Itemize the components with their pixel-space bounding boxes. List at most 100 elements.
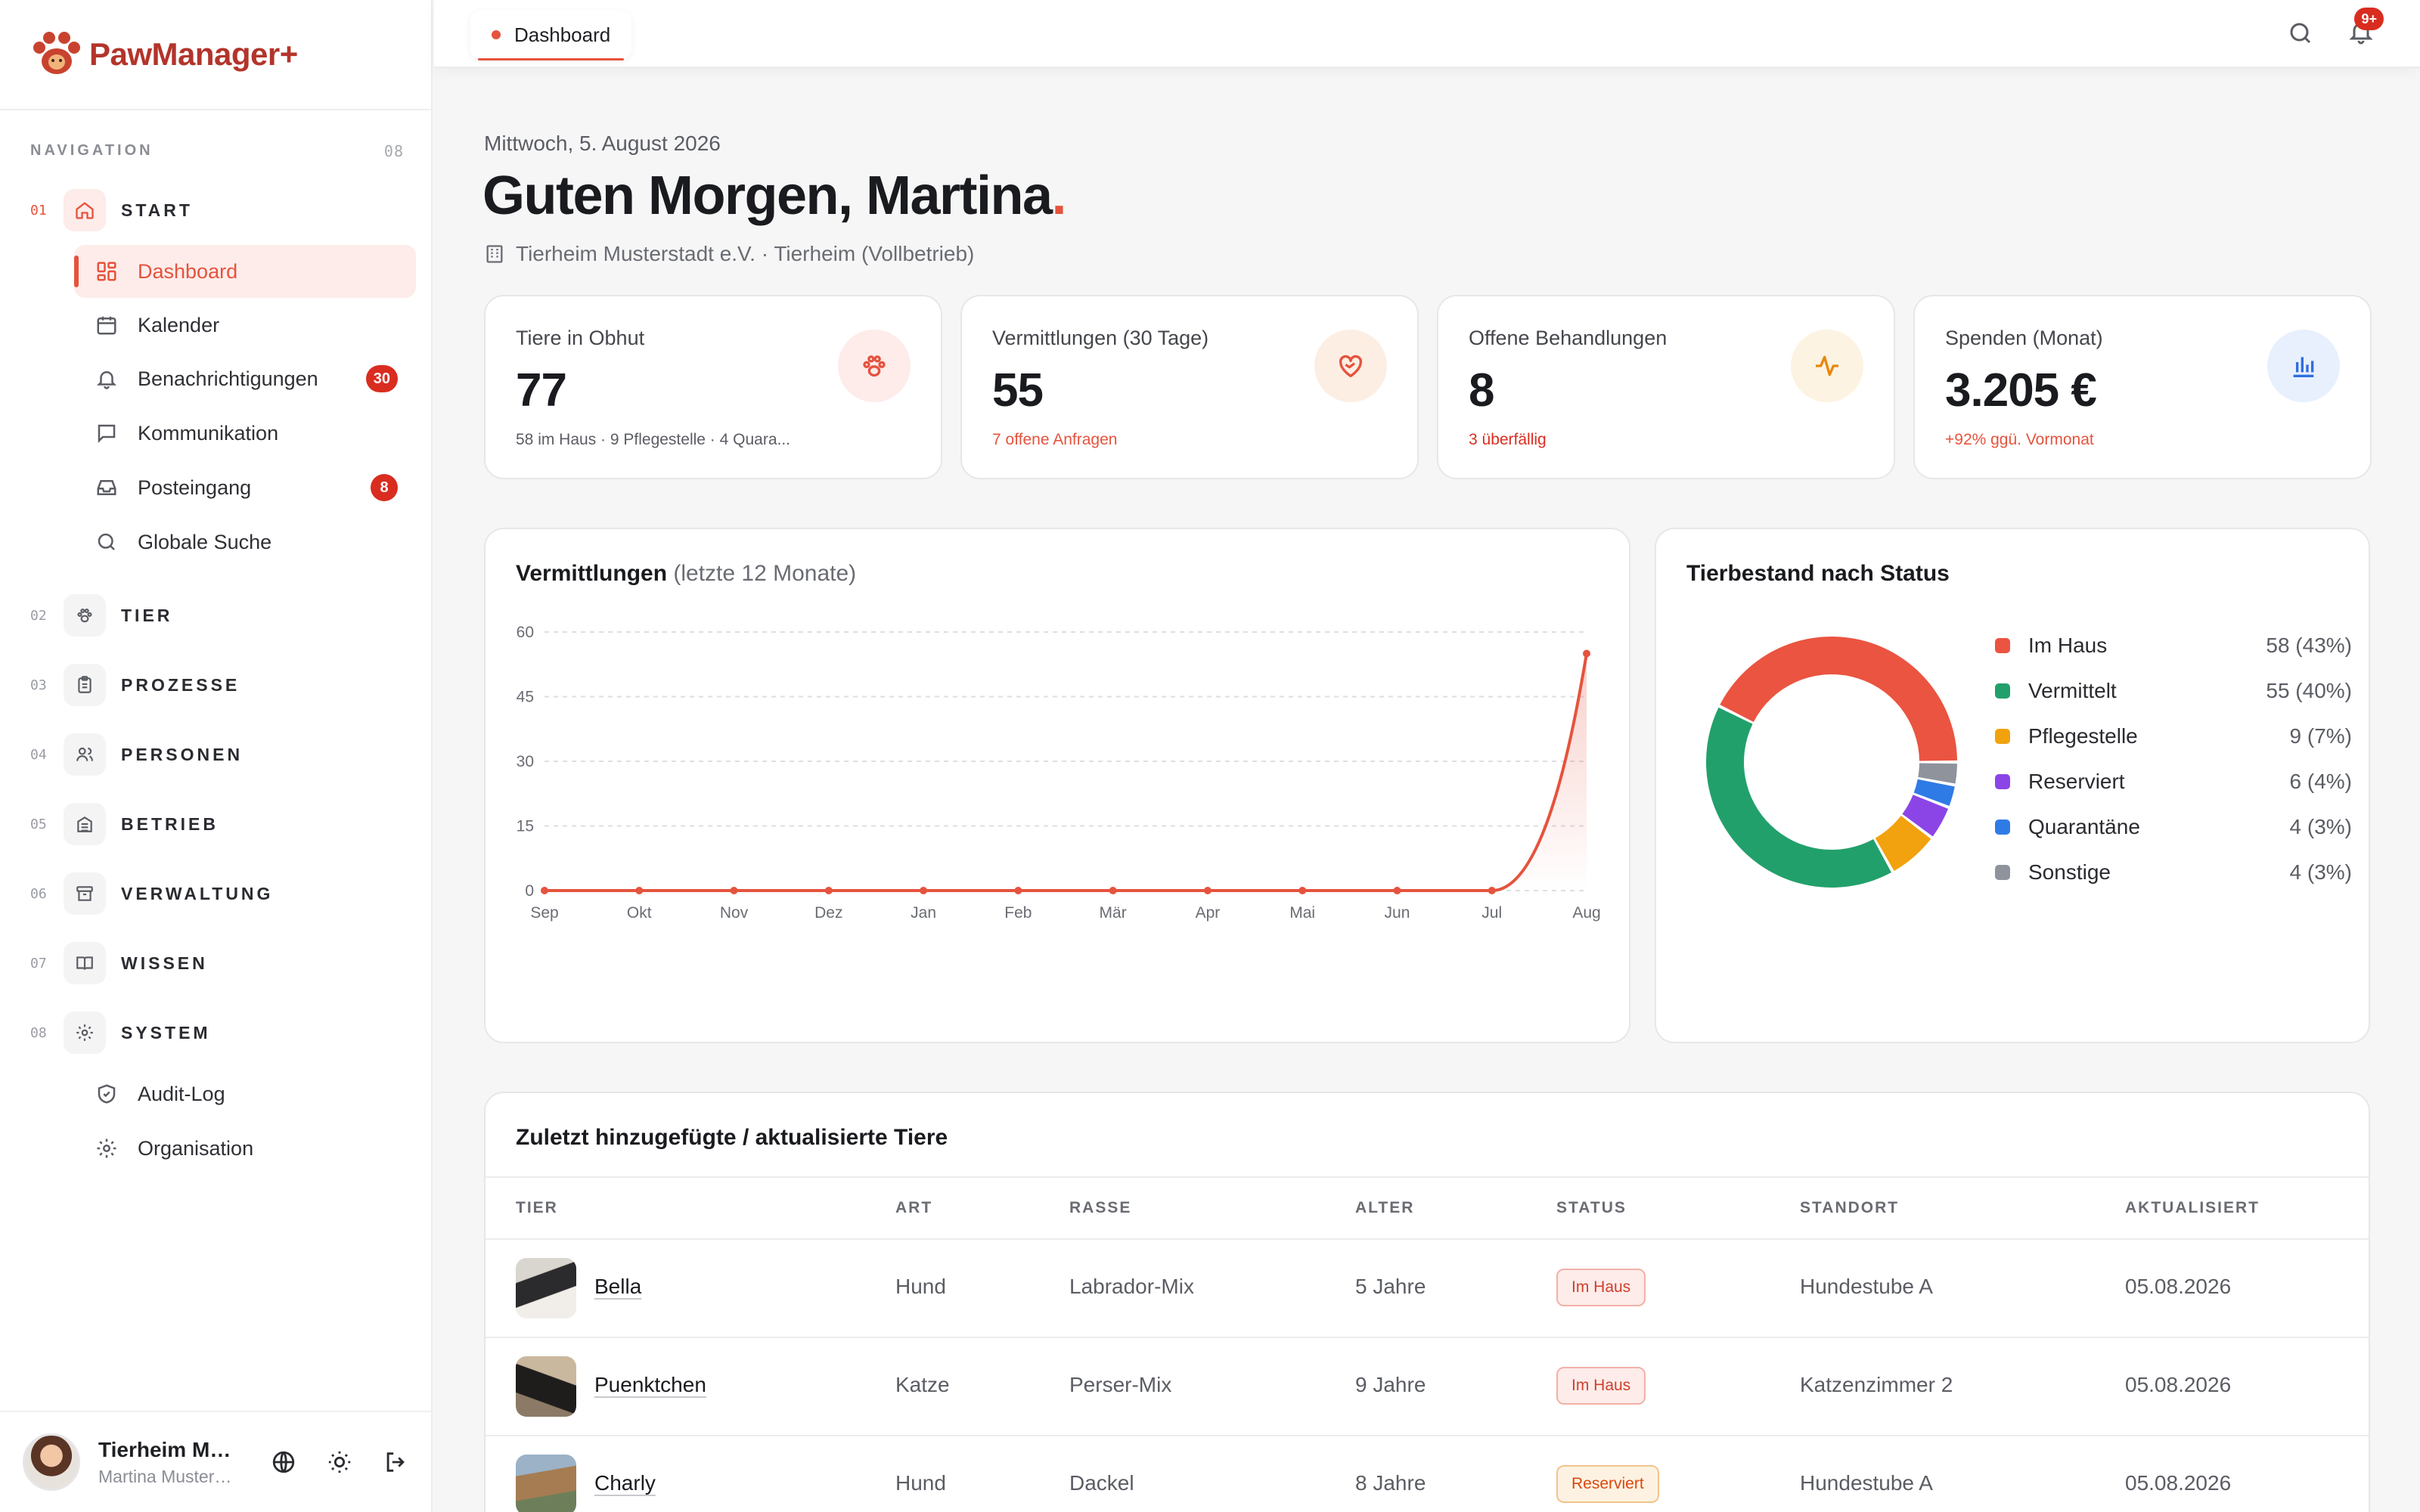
sidebar-item-kalender[interactable]: Kalender xyxy=(74,299,416,352)
notification-badge: 9+ xyxy=(2354,8,2384,30)
nav-section-system[interactable]: 08 SYSTEM xyxy=(30,1010,211,1055)
cell-standort: Hundestube A xyxy=(1800,1275,1933,1298)
book-icon xyxy=(64,942,106,984)
sidebar-item-kommunikation[interactable]: Kommunikation xyxy=(74,407,416,460)
search-icon[interactable] xyxy=(2287,20,2314,47)
legend-item[interactable]: Reserviert 6 (4%) xyxy=(1995,759,2352,804)
home-icon xyxy=(64,189,106,231)
column-header[interactable]: TIER xyxy=(516,1199,558,1216)
status-badge: Im Haus xyxy=(1556,1269,1646,1306)
x-tick-label: Aug xyxy=(1572,904,1600,922)
globe-icon[interactable] xyxy=(271,1449,296,1475)
section-label: WISSEN xyxy=(121,953,208,973)
cell-rasse: Dackel xyxy=(1069,1471,1134,1495)
kpi-subtext: +92% ggü. Vormonat xyxy=(1945,431,2094,448)
kpi-value: 55 xyxy=(992,364,1044,417)
legend-swatch xyxy=(1995,774,2010,789)
donut-slice xyxy=(1913,779,1955,807)
column-header[interactable]: ALTER xyxy=(1355,1199,1415,1216)
section-number: 02 xyxy=(30,607,47,624)
brand[interactable]: PawManager+ xyxy=(0,0,431,110)
legend-item[interactable]: Sonstige 4 (3%) xyxy=(1995,850,2352,895)
legend-item[interactable]: Im Haus 58 (43%) xyxy=(1995,623,2352,668)
activity-icon xyxy=(1791,330,1863,402)
nav-section-tier[interactable]: 02 TIER xyxy=(30,593,172,638)
cell-alter: 5 Jahre xyxy=(1355,1275,1426,1298)
status-chart-card: Tierbestand nach Status Im Haus 58 (43%) … xyxy=(1655,528,2370,1043)
kpi-spenden[interactable]: Spenden (Monat) 3.205 € +92% ggü. Vormon… xyxy=(1913,295,2372,479)
nav-section-personen[interactable]: 04 PERSONEN xyxy=(30,732,243,777)
legend-value: 6 (4%) xyxy=(2289,770,2352,793)
legend-label: Vermittelt xyxy=(2028,679,2117,702)
inbox-count-badge: 8 xyxy=(371,474,398,501)
x-tick-label: Sep xyxy=(530,904,558,922)
legend-item[interactable]: Pflegestelle 9 (7%) xyxy=(1995,714,2352,759)
column-header[interactable]: RASSE xyxy=(1069,1199,1132,1216)
legend-item[interactable]: Quarantäne 4 (3%) xyxy=(1995,804,2352,850)
logout-icon[interactable] xyxy=(383,1449,408,1475)
sidebar-item-globale-suche[interactable]: Globale Suche xyxy=(74,516,416,569)
current-date: Mittwoch, 5. August 2026 xyxy=(484,132,721,155)
kpi-subtext: 7 offene Anfragen xyxy=(992,431,1118,448)
section-label: TIER xyxy=(121,605,173,625)
kpi-offene-behandlungen[interactable]: Offene Behandlungen 8 3 überfällig xyxy=(1437,295,1895,479)
cell-art: Hund xyxy=(895,1471,946,1495)
gear-icon xyxy=(97,1139,116,1158)
column-header[interactable]: AKTUALISIERT xyxy=(2125,1199,2260,1216)
kpi-tiere-in-obhut[interactable]: Tiere in Obhut 77 58 im Haus · 9 Pfleges… xyxy=(484,295,942,479)
adoptions-line-chart: 0 15 30 45 60 Sep Okt Nov Dez Jan Feb Mär Apr Mai Jun J… xyxy=(517,624,1601,922)
sidebar-item-organisation[interactable]: Organisation xyxy=(74,1122,416,1175)
nav-section-betrieb[interactable]: 05 BETRIEB xyxy=(30,801,219,847)
nav-section-wissen[interactable]: 07 WISSEN xyxy=(30,940,208,986)
paw-icon xyxy=(838,330,911,402)
column-header[interactable]: ART xyxy=(895,1199,933,1216)
tab-dashboard[interactable]: Dashboard xyxy=(470,11,631,60)
sidebar-item-label: Kommunikation xyxy=(138,421,279,445)
inbox-icon xyxy=(97,480,116,495)
status-legend: Im Haus 58 (43%) Vermittelt 55 (40%) Pfleg… xyxy=(1995,623,2352,895)
sidebar-item-posteingang[interactable]: Posteingang 8 xyxy=(74,461,416,514)
column-header[interactable]: STANDORT xyxy=(1800,1199,1900,1216)
data-point xyxy=(635,887,644,894)
section-number: 06 xyxy=(30,885,47,902)
nav-section-prozesse[interactable]: 03 PROZESSE xyxy=(30,662,240,708)
table-row[interactable]: Bella Hund Labrador-Mix 5 Jahre Im Haus … xyxy=(486,1240,2369,1338)
cell-alter: 8 Jahre xyxy=(1355,1471,1426,1495)
chart-title-main: Vermittlungen xyxy=(516,561,668,586)
section-label: START xyxy=(121,200,193,220)
sidebar-item-benachrichtigungen[interactable]: Benachrichtigungen 30 xyxy=(74,352,416,405)
sun-icon[interactable] xyxy=(327,1449,352,1475)
table-title: Zuletzt hinzugefügte / aktualisierte Tie… xyxy=(516,1125,948,1150)
nav-section-start[interactable]: 01 START xyxy=(30,187,193,233)
table-row[interactable]: Puenktchen Katze Perser-Mix 9 Jahre Im H… xyxy=(486,1338,2369,1436)
sidebar-item-audit-log[interactable]: Audit-Log xyxy=(74,1067,416,1120)
sidebar-item-label: Posteingang xyxy=(138,476,252,499)
x-tick-label: Mär xyxy=(1100,904,1127,922)
building-icon xyxy=(486,245,503,263)
shield-icon xyxy=(98,1084,116,1104)
archive-icon xyxy=(64,872,106,915)
nav-section-verwaltung[interactable]: 06 VERWALTUNG xyxy=(30,871,273,916)
kpi-vermittlungen[interactable]: Vermittlungen (30 Tage) 55 7 offene Anfr… xyxy=(960,295,1419,479)
section-number: 05 xyxy=(30,816,47,832)
donut-slice xyxy=(1706,707,1891,888)
donut-slice xyxy=(1875,816,1931,872)
column-header[interactable]: STATUS xyxy=(1556,1199,1627,1216)
pet-name-link[interactable]: Charly xyxy=(594,1471,656,1495)
avatar[interactable] xyxy=(23,1433,80,1491)
x-tick-label: Apr xyxy=(1196,904,1221,922)
pet-name-link[interactable]: Puenktchen xyxy=(594,1373,706,1396)
kpi-title: Spenden (Monat) xyxy=(1945,327,2103,349)
topbar: Dashboard 9+ xyxy=(434,0,2420,68)
data-point xyxy=(1393,887,1401,894)
section-number: 04 xyxy=(30,746,47,763)
pet-name-link[interactable]: Bella xyxy=(594,1275,642,1298)
kpi-title: Vermittlungen (30 Tage) xyxy=(992,327,1209,349)
table-header: TIER ART RASSE ALTER STATUS STANDORT AKT… xyxy=(486,1176,2369,1240)
legend-item[interactable]: Vermittelt 55 (40%) xyxy=(1995,668,2352,714)
table-row[interactable]: Charly Hund Dackel 8 Jahre Reserviert Hu… xyxy=(486,1436,2369,1512)
grid-icon xyxy=(97,262,116,281)
status-badge: Im Haus xyxy=(1556,1367,1646,1405)
legend-swatch xyxy=(1995,729,2010,744)
sidebar-item-dashboard[interactable]: Dashboard xyxy=(74,245,416,298)
